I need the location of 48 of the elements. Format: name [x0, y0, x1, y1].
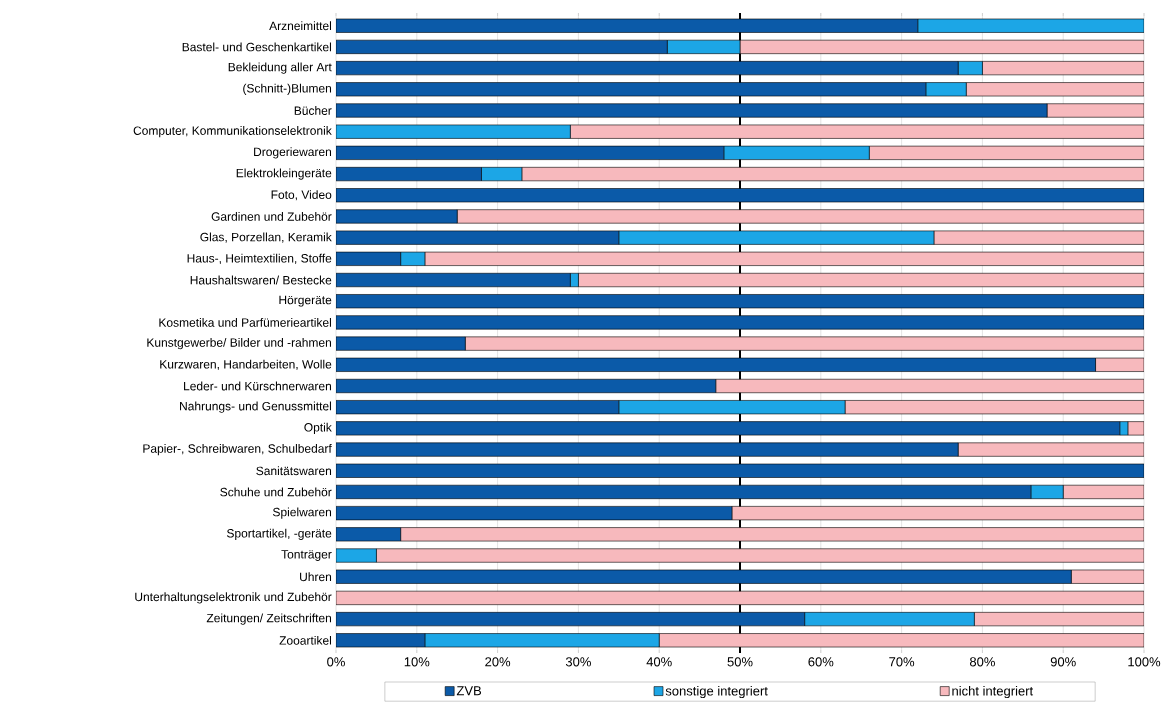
bar — [376, 548, 1145, 563]
y-tick-label: Optik — [304, 422, 332, 434]
x-tick-label: 60% — [808, 657, 834, 667]
legend-label: ZVB — [456, 686, 482, 696]
y-tick-label: Bekleidung aller Art — [228, 62, 332, 74]
x-tick-label: 0% — [327, 657, 345, 667]
y-tick-label: Schuhe und Zubehör — [220, 487, 332, 497]
x-tick-label: 70% — [889, 657, 915, 667]
y-tick-label: Elektrokleingeräte — [236, 168, 332, 180]
x-tick-label: 20% — [485, 657, 511, 667]
y-tick-label: Leder- und Kürschnerwaren — [184, 381, 331, 391]
bar — [456, 209, 1145, 224]
y-tick-label: Hörgeräte — [279, 295, 332, 307]
y-tick-label: Nahrungs- und Genussmittel — [180, 401, 331, 413]
y-tick-label: Bücher — [294, 106, 332, 115]
y-tick-label: Haushaltswaren/ Bestecke — [190, 275, 332, 285]
y-tick-label: Kunstgewerbe/ Bilder und -rahmen — [147, 338, 331, 350]
y-tick-label: Foto, Video — [271, 190, 332, 201]
y-tick-label: Haus-, Heimtextilien, Stoffe — [187, 253, 332, 264]
x-tick-label: 30% — [565, 657, 591, 667]
y-tick-label: Papier-, Schreibwaren, Schulbedarf — [143, 443, 332, 456]
legend-label: nicht integriert — [952, 685, 1034, 699]
legend-label: sonstige integriert — [665, 685, 768, 699]
y-tick-label: Drogeriewaren — [254, 147, 332, 159]
x-tick-label: 50% — [727, 657, 753, 667]
y-tick-label: Zooartikel — [279, 635, 331, 645]
y-tick-label: Zeitungen/ Zeitschriften — [206, 613, 332, 625]
x-tick-label: 40% — [646, 657, 672, 667]
y-tick-label: Bastel- und Geschenkartikel — [182, 42, 331, 52]
x-tick-label: 100% — [1128, 657, 1161, 667]
y-tick-label: Glas, Porzellan, Keramik — [200, 232, 332, 243]
bar — [1046, 103, 1145, 118]
y-tick-label: Gardinen und Zubehör — [211, 212, 332, 221]
y-tick-label: Kurzwaren, Handarbeiten, Wolle — [160, 359, 332, 370]
y-tick-label: Unterhaltungselektronik und Zubehör — [135, 592, 332, 604]
y-tick-label: Sanitätswaren — [256, 466, 332, 476]
bar — [957, 442, 1145, 457]
y-tick-label: Arzneimittel — [269, 21, 331, 31]
y-tick-label: Tonträger — [281, 550, 332, 561]
y-tick-label: Uhren — [300, 572, 332, 582]
x-tick-label: 80% — [969, 657, 995, 667]
x-tick-label: 10% — [404, 657, 430, 667]
y-tick-label: Computer, Kommunikationselektronik — [133, 126, 332, 138]
y-tick-label: Kosmetika und Parfümerieartikel — [159, 318, 331, 327]
y-tick-label: Spielwaren — [272, 507, 332, 519]
x-tick-label: 90% — [1050, 657, 1076, 667]
y-tick-label: Sportartikel, -geräte — [226, 528, 332, 540]
y-tick-label: (Schnitt-)Blumen — [243, 83, 332, 95]
